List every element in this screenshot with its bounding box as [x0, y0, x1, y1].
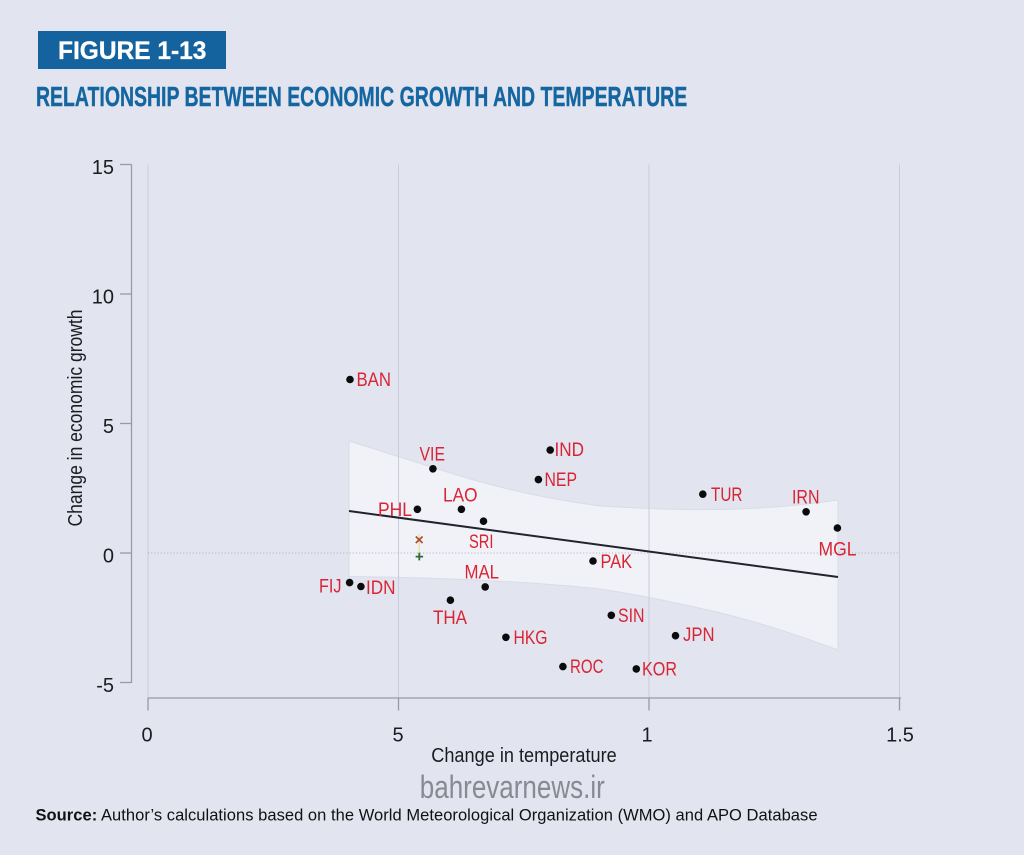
- svg-text:bahrevarnews.ir: bahrevarnews.ir: [420, 769, 605, 805]
- svg-text:1: 1: [641, 725, 652, 747]
- svg-text:JPN: JPN: [683, 624, 715, 646]
- svg-text:15: 15: [92, 157, 114, 179]
- svg-text:MGL: MGL: [819, 539, 857, 561]
- svg-text:HKG: HKG: [514, 627, 548, 649]
- svg-text:VIE: VIE: [420, 444, 446, 466]
- svg-text:FIJ: FIJ: [319, 576, 342, 598]
- svg-text:Source: Author’s calculations: Source: Author’s calculations based on t…: [36, 807, 818, 825]
- svg-text:IND: IND: [555, 439, 585, 461]
- svg-text:ROC: ROC: [570, 656, 604, 678]
- svg-text:KOR: KOR: [642, 658, 677, 680]
- svg-text:MAL: MAL: [465, 562, 500, 584]
- svg-text:PHL: PHL: [378, 499, 412, 521]
- svg-text:5: 5: [103, 416, 114, 438]
- svg-text:-5: -5: [96, 675, 114, 697]
- svg-text:IDN: IDN: [366, 577, 396, 599]
- svg-text:1.5: 1.5: [886, 725, 914, 747]
- svg-text:PAK: PAK: [601, 551, 633, 573]
- svg-text:TUR: TUR: [711, 484, 743, 506]
- svg-text:0: 0: [141, 725, 152, 747]
- svg-text:Change in temperature: Change in temperature: [431, 745, 617, 767]
- svg-text:NEP: NEP: [545, 469, 578, 491]
- svg-text:THA: THA: [433, 607, 467, 629]
- svg-text:SIN: SIN: [618, 605, 645, 627]
- svg-text:10: 10: [92, 287, 114, 309]
- svg-text:5: 5: [392, 725, 403, 747]
- svg-text:IRN: IRN: [792, 487, 820, 509]
- svg-text:SRI: SRI: [469, 531, 494, 553]
- svg-text:LAO: LAO: [443, 484, 478, 506]
- svg-text:0: 0: [103, 546, 114, 568]
- svg-text:Change in economic growth: Change in economic growth: [65, 310, 87, 527]
- svg-text:BAN: BAN: [357, 369, 392, 391]
